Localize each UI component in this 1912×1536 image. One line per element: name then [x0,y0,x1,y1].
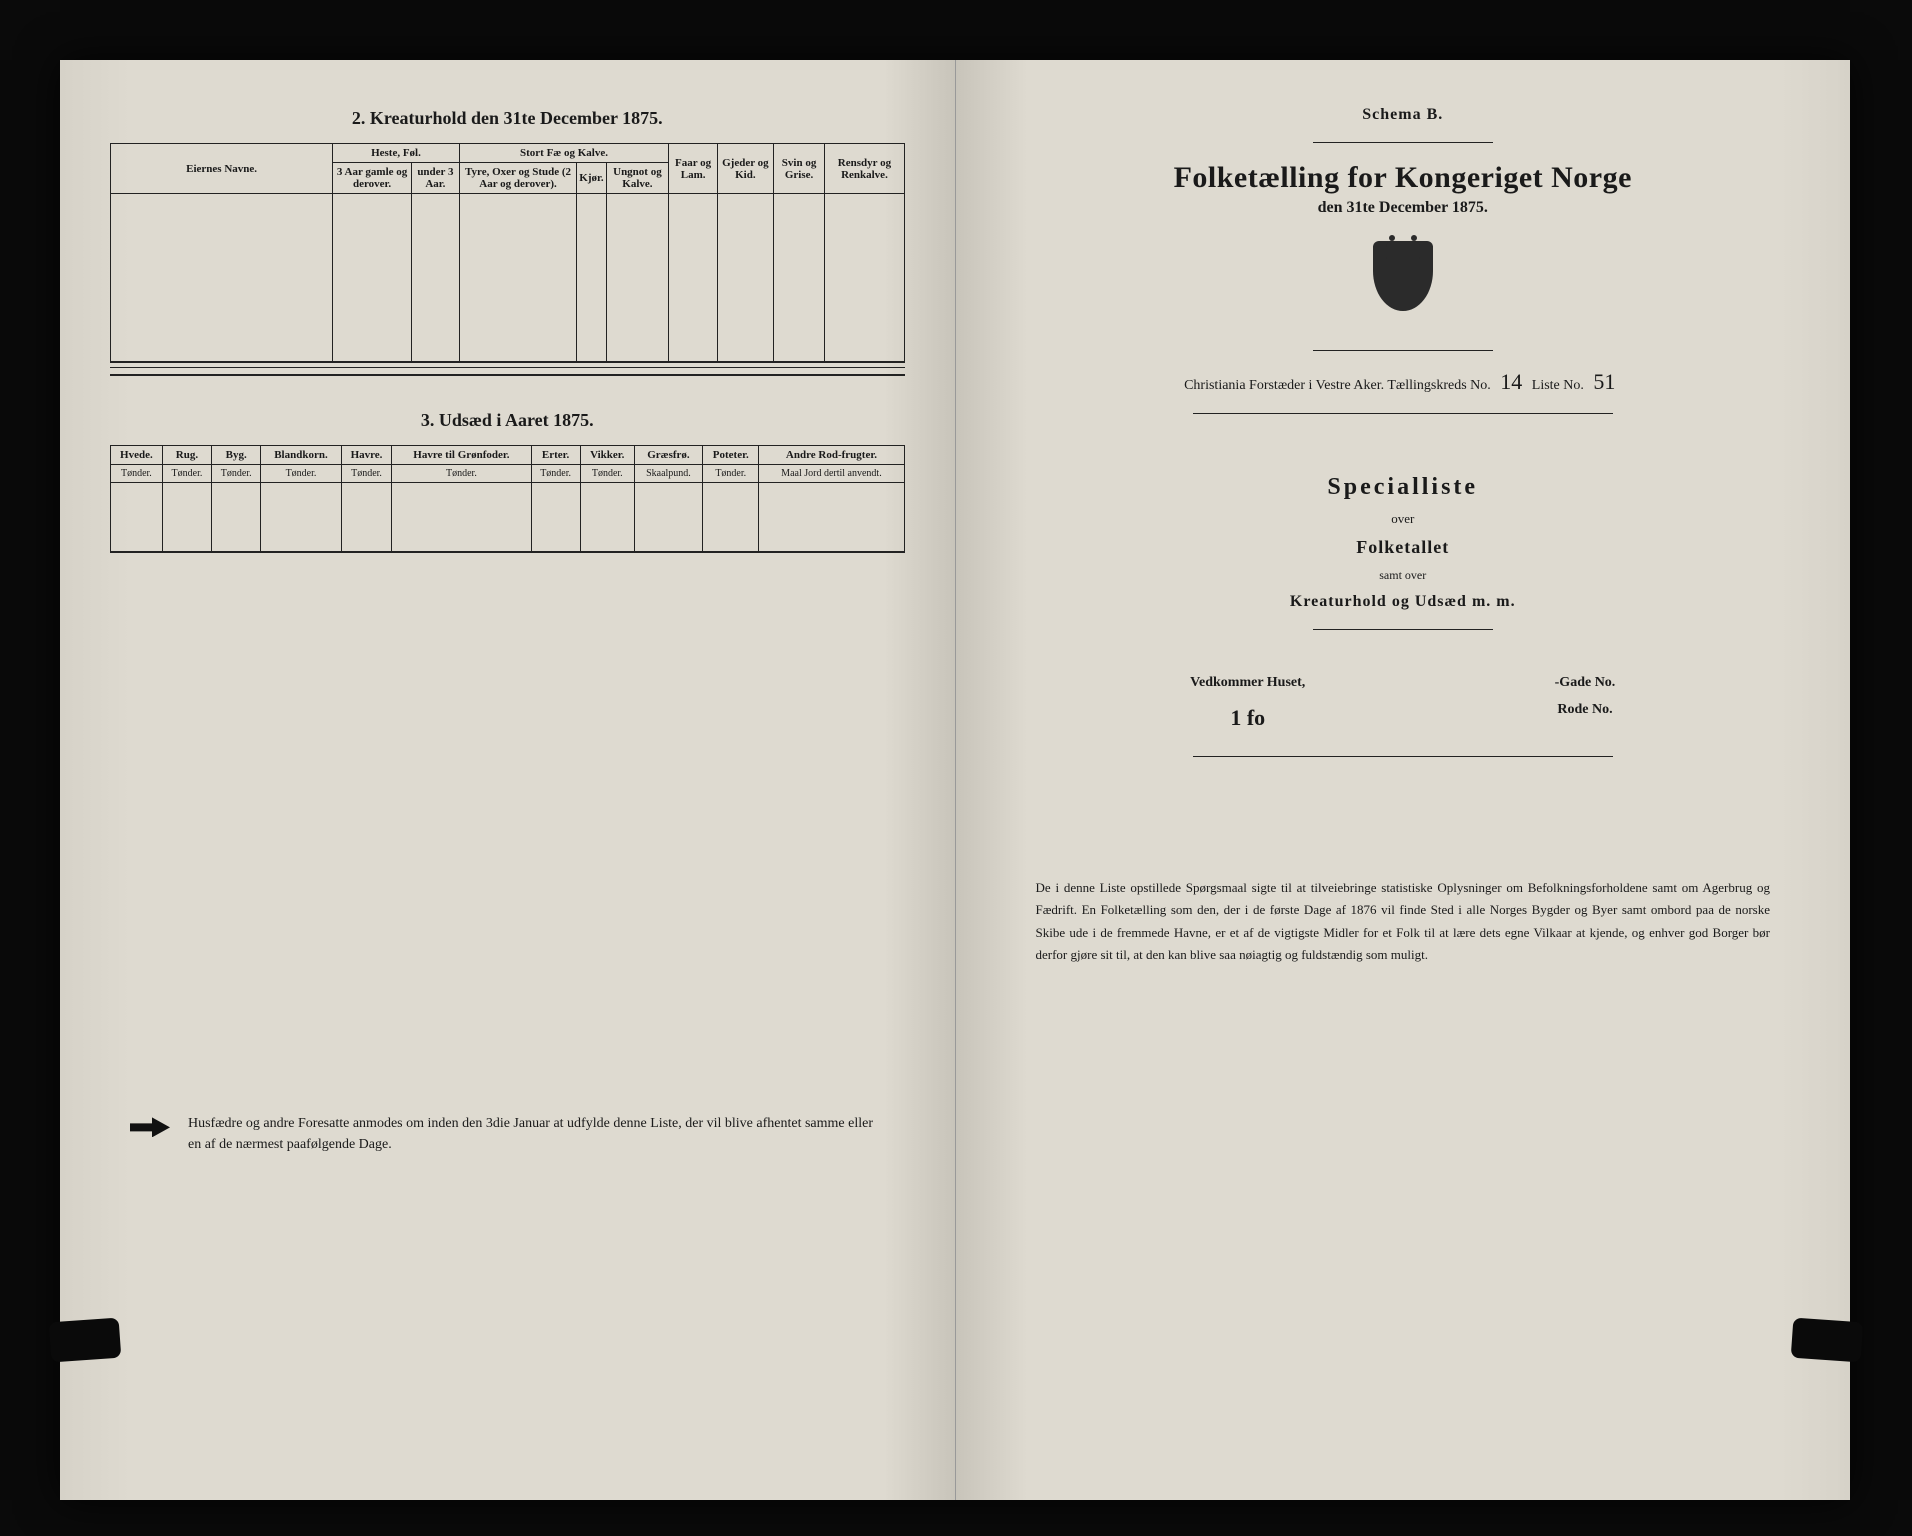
instruction-paragraph: De i denne Liste opstillede Spørgsmaal s… [1036,877,1771,965]
divider [1193,413,1613,414]
column-header: Græsfrø. [634,445,702,464]
column-unit: Tønder. [703,464,759,482]
column-unit: Tønder. [162,464,211,482]
clip-left [49,1318,122,1363]
table-row [111,194,905,222]
divider [1313,142,1493,143]
district-line: Christiania Forstæder i Vestre Aker. Tæl… [1006,369,1801,395]
right-page: Schema B. Folketælling for Kongeriget No… [956,60,1851,1500]
table-row [111,278,905,306]
column-header: Erter. [531,445,580,464]
column-header: Blandkorn. [261,445,341,464]
divider [1313,350,1493,351]
seed-table: Hvede.Rug.Byg.Blandkorn.Havre.Havre til … [110,445,905,554]
house-number: 1 fo [1190,697,1305,739]
specialliste-heading: Specialliste [1006,474,1801,501]
column-unit: Tønder. [261,464,341,482]
samt-label: samt over [1006,568,1801,583]
table-row [111,306,905,334]
column-header: Vikker. [580,445,634,464]
gade-label: -Gade No. [1555,670,1616,697]
column-unit: Skaalpund. [634,464,702,482]
table-row [111,222,905,250]
footnote-row: Husfædre og andre Foresatte anmodes om i… [110,1113,905,1155]
column-header: Rug. [162,445,211,464]
column-unit: Tønder. [212,464,261,482]
rode-label: Rode No. [1555,697,1616,724]
census-title: Folketælling for Kongeriget Norge [1006,161,1801,195]
column-unit: Tønder. [392,464,531,482]
table-row [111,250,905,278]
table-row [111,334,905,362]
column-header: Ungnot og Kalve. [606,163,669,194]
column-unit: Tønder. [341,464,392,482]
column-header: Faar og Lam. [669,144,718,194]
liste-number: 51 [1587,369,1621,394]
vedkommer-label: Vedkommer Huset, [1190,670,1305,697]
column-header: Hvede. [111,445,163,464]
section2-title: 2. Kreaturhold den 31te December 1875. [110,108,905,129]
coat-of-arms-icon [1368,241,1438,326]
clip-right [1791,1318,1864,1363]
schema-label: Schema B. [1006,106,1801,124]
column-header: Poteter. [703,445,759,464]
rule [110,374,905,376]
kreaturhold-heading: Kreaturhold og Udsæd m. m. [1006,593,1801,611]
table-row [111,482,905,552]
livestock-table: Eiernes Navne.Heste, Føl.Stort Fæ og Kal… [110,143,905,363]
owner-header: Eiernes Navne. [111,144,333,194]
column-header: under 3 Aar. [412,163,460,194]
column-group: Heste, Føl. [333,144,460,163]
column-unit: Tønder. [111,464,163,482]
rule [110,367,905,368]
book-spread: 2. Kreaturhold den 31te December 1875. E… [60,60,1850,1500]
left-page: 2. Kreaturhold den 31te December 1875. E… [60,60,956,1500]
column-header: 3 Aar gamle og derover. [333,163,412,194]
kreds-number: 14 [1494,369,1528,394]
divider [1193,756,1613,757]
district-prefix: Christiania Forstæder i Vestre Aker. Tæl… [1184,378,1491,393]
column-header: Havre. [341,445,392,464]
column-header: Svin og Grise. [773,144,825,194]
column-header: Andre Rod-frugter. [759,445,904,464]
column-group: Stort Fæ og Kalve. [459,144,668,163]
column-header: Rensdyr og Renkalve. [825,144,904,194]
column-unit: Maal Jord dertil anvendt. [759,464,904,482]
column-header: Havre til Grønfoder. [392,445,531,464]
column-unit: Tønder. [580,464,634,482]
section3-title: 3. Udsæd i Aaret 1875. [110,410,905,431]
column-header: Gjeder og Kid. [717,144,773,194]
over-label: over [1006,511,1801,527]
divider [1313,629,1493,630]
folketallet-heading: Folketallet [1006,537,1801,558]
column-header: Byg. [212,445,261,464]
column-unit: Tønder. [531,464,580,482]
column-header: Kjør. [577,163,606,194]
pointing-hand-icon [130,1117,170,1137]
house-info-row: Vedkommer Huset, 1 fo -Gade No. Rode No. [1066,670,1741,738]
footnote-text: Husfædre og andre Foresatte anmodes om i… [188,1113,885,1155]
census-date: den 31te December 1875. [1006,199,1801,217]
liste-label: Liste No. [1532,378,1584,393]
column-header: Tyre, Oxer og Stude (2 Aar og derover). [459,163,576,194]
